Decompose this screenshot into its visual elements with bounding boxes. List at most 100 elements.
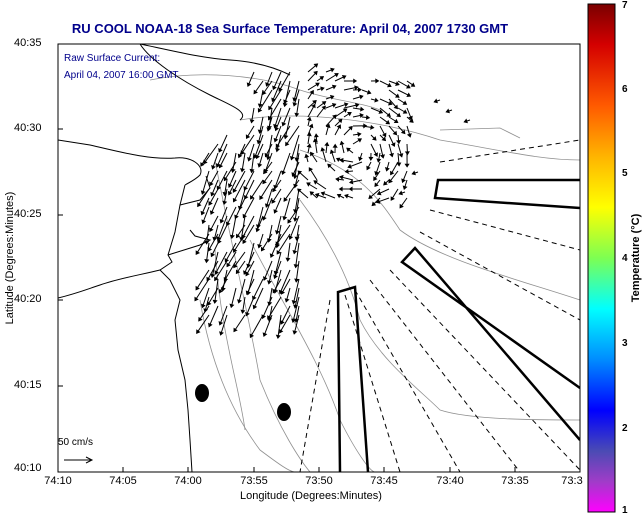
current-vector-head — [308, 167, 314, 172]
current-vector-head — [274, 126, 280, 132]
current-vector-head — [259, 195, 264, 200]
current-vector-head — [240, 309, 246, 314]
current-vector-head — [282, 215, 288, 221]
current-vector-head — [280, 290, 286, 295]
current-vector-head — [226, 262, 231, 268]
current-vector-head — [386, 112, 391, 118]
current-vector-head — [291, 299, 297, 305]
current-vector — [211, 251, 219, 278]
current-vector-head — [245, 290, 251, 296]
current-vector-head — [401, 178, 406, 184]
current-vector-head — [200, 210, 206, 216]
current-vector-head — [309, 191, 315, 196]
current-vector-head — [273, 137, 279, 143]
current-vector-head — [329, 149, 335, 154]
current-vector-head — [195, 285, 200, 291]
map-title: RU COOL NOAA-18 Sea Surface Temperature:… — [71, 21, 509, 36]
current-vector — [222, 269, 228, 291]
current-vector — [280, 305, 291, 325]
current-vector-head — [358, 156, 363, 162]
current-vector-head — [336, 124, 342, 129]
current-vector-head — [215, 163, 221, 168]
current-vector-head — [353, 78, 358, 84]
current-vector — [194, 278, 210, 301]
current-vector-head — [219, 331, 224, 336]
current-vector-head — [233, 327, 238, 333]
current-vectors — [194, 63, 471, 340]
current-vector-head — [245, 271, 250, 277]
current-vector-head — [264, 203, 270, 208]
current-vector-head — [218, 148, 223, 153]
current-vector-head — [245, 311, 250, 317]
current-vector-head — [217, 239, 222, 245]
current-vector — [201, 287, 210, 308]
current-vector — [278, 71, 291, 92]
current-vector-head — [376, 158, 382, 163]
current-vector-head — [292, 102, 298, 107]
current-vector-head — [279, 328, 284, 334]
current-vector-head — [390, 170, 395, 176]
current-vector — [232, 152, 237, 173]
current-vector-head — [385, 119, 391, 125]
current-vector-head — [227, 190, 233, 196]
current-vector-head — [325, 123, 331, 129]
current-vector-head — [368, 194, 373, 200]
current-vector — [223, 260, 237, 281]
current-vector-head — [294, 278, 300, 283]
current-vector-head — [402, 109, 408, 114]
current-vector — [252, 278, 264, 300]
current-vector — [201, 170, 210, 195]
current-vector-head — [220, 287, 226, 292]
current-vector-head — [200, 190, 206, 195]
current-vector — [245, 296, 255, 316]
current-vector — [285, 125, 300, 146]
current-vector-head — [292, 249, 298, 255]
current-vector-head — [306, 143, 312, 148]
current-vector — [219, 305, 228, 325]
current-vector-head — [204, 240, 210, 245]
current-vector — [290, 134, 300, 160]
current-vector-head — [229, 303, 235, 309]
current-vector-head — [257, 129, 263, 134]
current-vector-head — [249, 168, 255, 174]
current-vector-head — [267, 115, 273, 121]
current-vector-head — [209, 210, 215, 215]
current-vector-head — [242, 239, 247, 245]
colorbar — [587, 3, 616, 513]
current-vector-head — [360, 106, 365, 112]
current-vector-head — [341, 74, 347, 80]
current-vector-head — [344, 168, 349, 174]
current-vector-head — [357, 131, 362, 137]
current-vector — [282, 107, 291, 126]
current-vector-head — [378, 109, 384, 114]
current-vector — [265, 188, 273, 208]
current-vector — [230, 287, 237, 308]
current-vector-head — [262, 332, 268, 337]
current-vector — [244, 179, 255, 200]
current-vector-head — [389, 152, 394, 158]
current-vector-head — [306, 131, 312, 137]
current-vector — [287, 206, 300, 224]
current-vector-head — [291, 172, 297, 177]
current-vector-head — [329, 94, 335, 100]
current-vector-head — [393, 104, 399, 110]
current-vector-head — [406, 92, 412, 97]
colorbar-tick-label: 3 — [622, 338, 628, 349]
current-vector-head — [227, 183, 233, 188]
current-vector-head — [275, 334, 281, 340]
current-vector-head — [395, 81, 400, 86]
current-vector — [250, 179, 264, 200]
current-vector-head — [235, 269, 241, 275]
current-vector-head — [374, 97, 379, 103]
current-vector — [218, 134, 228, 153]
current-vector-head — [371, 136, 377, 141]
current-vector-head — [394, 93, 400, 98]
current-vector-head — [250, 194, 255, 200]
current-vector — [242, 224, 255, 244]
current-vector — [263, 260, 273, 281]
current-vector-head — [387, 100, 393, 106]
current-vector-head — [463, 118, 468, 124]
current-vector — [241, 152, 246, 172]
current-vector-head — [232, 197, 238, 203]
